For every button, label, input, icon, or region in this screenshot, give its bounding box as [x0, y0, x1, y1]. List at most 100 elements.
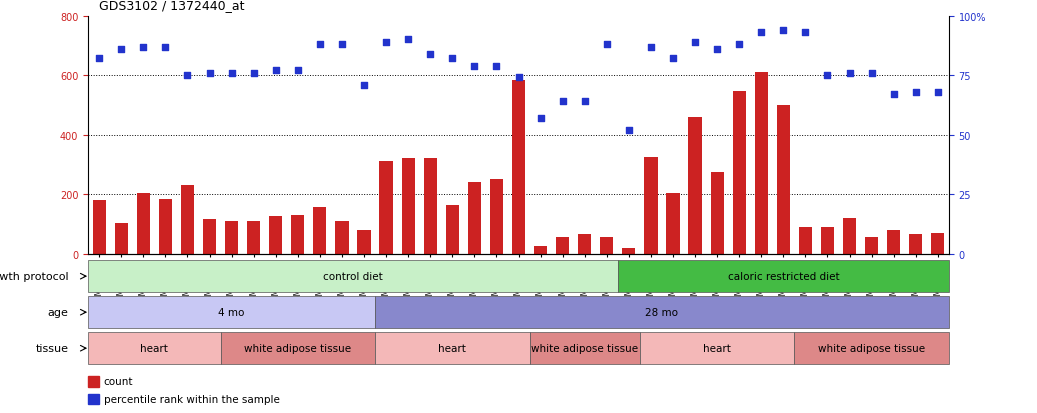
Point — [841, 70, 858, 77]
FancyBboxPatch shape — [618, 260, 949, 293]
Point — [753, 30, 769, 36]
Text: heart: heart — [439, 343, 467, 354]
Bar — [115, 223, 128, 254]
Bar — [401, 159, 415, 254]
Text: percentile rank within the sample: percentile rank within the sample — [104, 394, 280, 404]
Bar — [358, 230, 370, 254]
Bar — [270, 217, 282, 254]
Bar — [180, 186, 194, 254]
Point — [466, 63, 482, 70]
Bar — [777, 106, 790, 254]
Text: growth protocol: growth protocol — [0, 271, 68, 282]
Point — [157, 44, 173, 51]
Bar — [798, 227, 812, 254]
FancyBboxPatch shape — [640, 332, 794, 365]
Text: tissue: tissue — [35, 343, 68, 354]
Point — [864, 70, 880, 77]
Point — [91, 56, 108, 62]
Bar — [865, 237, 878, 254]
Point — [886, 92, 902, 98]
Point — [356, 82, 372, 89]
Bar — [755, 73, 767, 254]
Bar — [689, 117, 702, 254]
FancyBboxPatch shape — [375, 332, 530, 365]
Text: age: age — [48, 307, 68, 318]
Text: white adipose tissue: white adipose tissue — [818, 343, 925, 354]
Bar — [468, 183, 481, 254]
Point — [179, 73, 196, 79]
FancyBboxPatch shape — [88, 296, 375, 329]
Bar — [534, 247, 548, 254]
Text: caloric restricted diet: caloric restricted diet — [728, 271, 839, 282]
Text: heart: heart — [703, 343, 731, 354]
Point — [555, 99, 571, 105]
Bar — [88, 376, 100, 387]
Text: white adipose tissue: white adipose tissue — [531, 343, 638, 354]
Point — [929, 89, 946, 96]
Point — [598, 42, 615, 48]
Bar — [578, 235, 591, 254]
Point — [377, 39, 394, 46]
Bar — [667, 193, 679, 254]
FancyBboxPatch shape — [530, 332, 640, 365]
Bar — [446, 205, 459, 254]
Point — [444, 56, 460, 62]
Point — [488, 63, 505, 70]
FancyBboxPatch shape — [794, 332, 949, 365]
Point — [135, 44, 151, 51]
Point — [620, 127, 637, 134]
Point — [709, 47, 726, 53]
Bar — [137, 193, 150, 254]
Point — [819, 73, 836, 79]
Bar — [556, 237, 569, 254]
Text: count: count — [104, 376, 133, 386]
Text: 28 mo: 28 mo — [645, 307, 678, 318]
Point — [797, 30, 814, 36]
FancyBboxPatch shape — [88, 332, 221, 365]
Point — [532, 115, 549, 122]
Bar — [909, 235, 922, 254]
FancyBboxPatch shape — [375, 296, 949, 329]
Point — [289, 68, 306, 74]
Point — [334, 42, 351, 48]
Bar — [489, 180, 503, 254]
Bar — [88, 394, 100, 404]
Bar — [225, 221, 239, 254]
Point — [577, 99, 593, 105]
Bar — [600, 237, 614, 254]
Point — [665, 56, 681, 62]
Bar — [159, 199, 172, 254]
Point — [311, 42, 328, 48]
Text: 4 mo: 4 mo — [219, 307, 245, 318]
Point — [731, 42, 748, 48]
Bar — [931, 233, 945, 254]
Point — [268, 68, 284, 74]
Bar — [710, 172, 724, 254]
Bar — [423, 159, 437, 254]
Text: heart: heart — [140, 343, 168, 354]
Point — [907, 89, 924, 96]
Bar — [247, 221, 260, 254]
Point — [422, 51, 439, 58]
Point — [775, 27, 791, 34]
Text: control diet: control diet — [324, 271, 383, 282]
Point — [643, 44, 660, 51]
Bar — [512, 81, 525, 254]
Bar — [732, 92, 746, 254]
Text: white adipose tissue: white adipose tissue — [245, 343, 352, 354]
Bar — [92, 201, 106, 254]
FancyBboxPatch shape — [88, 260, 618, 293]
FancyBboxPatch shape — [221, 332, 375, 365]
Bar — [622, 248, 636, 254]
Point — [223, 70, 240, 77]
Bar — [291, 216, 305, 254]
Text: GDS3102 / 1372440_at: GDS3102 / 1372440_at — [99, 0, 244, 12]
Point — [113, 47, 130, 53]
Bar — [203, 220, 216, 254]
Bar — [335, 221, 348, 254]
Bar — [821, 227, 834, 254]
Point — [686, 39, 703, 46]
Point — [400, 37, 417, 43]
Point — [510, 75, 527, 82]
Point — [201, 70, 218, 77]
